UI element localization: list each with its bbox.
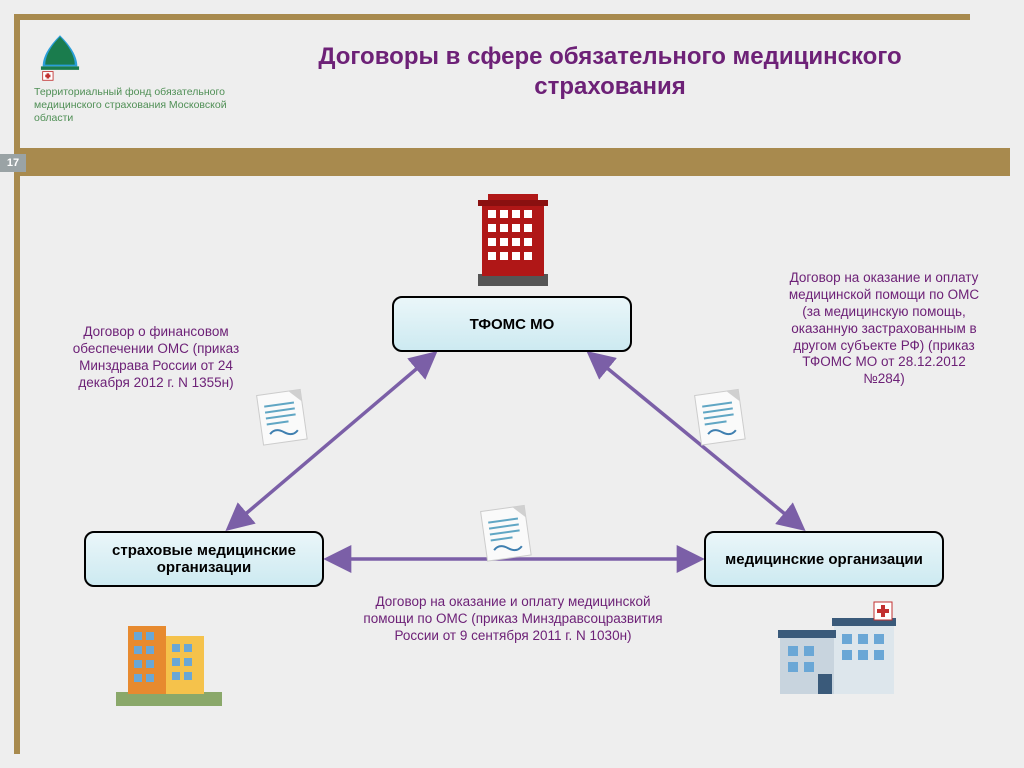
annotation-right: Договор на оказание и оплату медицинской… [784,270,984,388]
title-underline-bar [14,148,1010,176]
node-tfoms: ТФОМС МО [392,296,632,352]
org-logo-subtitle: Территориальный фонд обязательного медиц… [34,86,234,125]
document-icon [248,386,320,450]
page-title: Договоры в сфере обязательного медицинск… [250,42,970,102]
hospital-right-icon [774,596,906,706]
diagram-canvas: ТФОМС МО страховые медицинские организац… [14,176,1010,754]
node-medical-orgs: медицинские организации [704,531,944,587]
building-left-icon [116,606,222,706]
top-horizontal-bar [14,14,970,20]
org-logo-block: Территориальный фонд обязательного медиц… [34,30,234,125]
annotation-left: Договор о финансовом обеспечении ОМС (пр… [58,324,254,392]
node-insurance-orgs: страховые медицинские организации [84,531,324,587]
document-icon [686,386,758,450]
page-number-badge: 17 [0,154,26,172]
document-icon [472,502,544,566]
building-top-icon [468,182,558,290]
annotation-bottom: Договор на оказание и оплату медицинской… [358,594,668,645]
org-logo-icon [34,30,86,82]
